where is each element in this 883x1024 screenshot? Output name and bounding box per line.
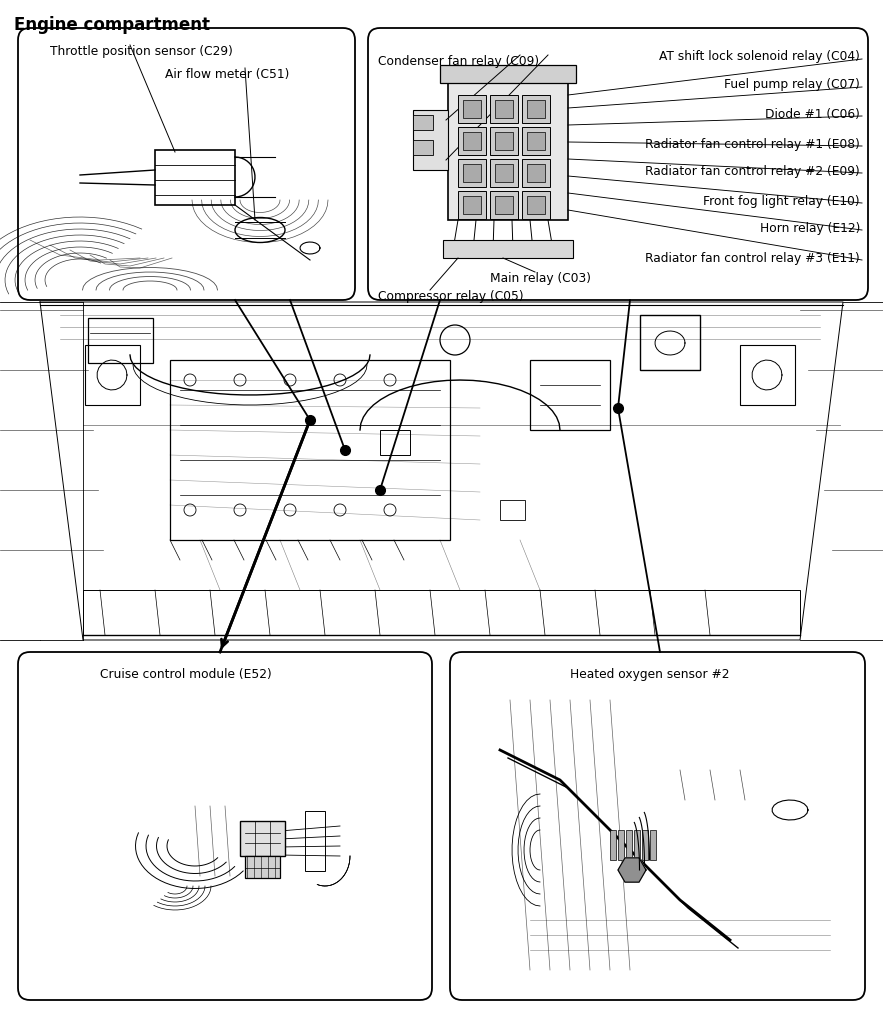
Bar <box>527 164 545 182</box>
Text: Radiator fan control relay #1 (E08): Radiator fan control relay #1 (E08) <box>645 138 860 151</box>
Bar <box>490 191 518 219</box>
Bar <box>642 830 648 860</box>
Bar <box>618 830 624 860</box>
Bar <box>522 95 550 123</box>
FancyBboxPatch shape <box>450 652 865 1000</box>
Bar <box>463 164 481 182</box>
Bar <box>490 95 518 123</box>
Bar <box>83 590 800 635</box>
Bar <box>413 110 448 170</box>
Bar <box>490 127 518 155</box>
Text: Radiator fan control relay #2 (E09): Radiator fan control relay #2 (E09) <box>645 165 860 178</box>
Bar <box>440 65 576 83</box>
Bar <box>634 830 640 860</box>
Bar <box>530 360 610 430</box>
Text: Engine compartment: Engine compartment <box>14 16 210 34</box>
Text: Throttle position sensor (C29): Throttle position sensor (C29) <box>50 45 233 58</box>
Bar <box>380 430 410 455</box>
Bar <box>85 345 140 406</box>
Text: Condenser fan relay (C09): Condenser fan relay (C09) <box>378 55 540 68</box>
Polygon shape <box>40 302 843 640</box>
Bar <box>443 240 573 258</box>
Bar <box>458 159 486 187</box>
Bar <box>495 100 513 118</box>
Text: Radiator fan control relay #3 (E11): Radiator fan control relay #3 (E11) <box>645 252 860 265</box>
Text: Compressor relay (C05): Compressor relay (C05) <box>378 290 524 303</box>
Bar <box>305 811 325 871</box>
Text: Diode #1 (C06): Diode #1 (C06) <box>766 108 860 121</box>
Text: Horn relay (E12): Horn relay (E12) <box>759 222 860 234</box>
Bar <box>463 196 481 214</box>
Bar <box>527 100 545 118</box>
Text: AT shift lock solenoid relay (C04): AT shift lock solenoid relay (C04) <box>659 50 860 63</box>
Bar <box>527 196 545 214</box>
Bar <box>640 315 700 370</box>
Bar <box>463 132 481 150</box>
Bar <box>458 191 486 219</box>
Bar <box>495 132 513 150</box>
Bar <box>458 95 486 123</box>
Text: Cruise control module (E52): Cruise control module (E52) <box>100 668 272 681</box>
Bar <box>458 127 486 155</box>
Bar <box>155 150 235 205</box>
Text: Main relay (C03): Main relay (C03) <box>490 272 591 285</box>
Bar <box>610 830 616 860</box>
Bar <box>413 115 433 130</box>
Bar <box>522 159 550 187</box>
Text: Fuel pump relay (C07): Fuel pump relay (C07) <box>724 78 860 91</box>
Bar <box>495 164 513 182</box>
Bar <box>88 318 153 362</box>
Bar <box>170 360 450 540</box>
Bar <box>527 132 545 150</box>
Bar <box>650 830 656 860</box>
Polygon shape <box>618 858 646 882</box>
Text: Air flow meter (C51): Air flow meter (C51) <box>165 68 290 81</box>
FancyBboxPatch shape <box>18 28 355 300</box>
Bar <box>463 100 481 118</box>
Text: Heated oxygen sensor #2: Heated oxygen sensor #2 <box>570 668 729 681</box>
Bar <box>448 80 568 220</box>
Text: Front fog light relay (E10): Front fog light relay (E10) <box>704 195 860 208</box>
Bar <box>495 196 513 214</box>
FancyBboxPatch shape <box>18 652 432 1000</box>
Bar <box>413 140 433 155</box>
Bar <box>522 191 550 219</box>
Bar <box>740 345 795 406</box>
Bar <box>245 856 280 878</box>
Bar <box>490 159 518 187</box>
Bar <box>240 821 285 856</box>
Bar <box>522 127 550 155</box>
Bar <box>626 830 632 860</box>
Bar <box>500 500 525 520</box>
FancyBboxPatch shape <box>368 28 868 300</box>
